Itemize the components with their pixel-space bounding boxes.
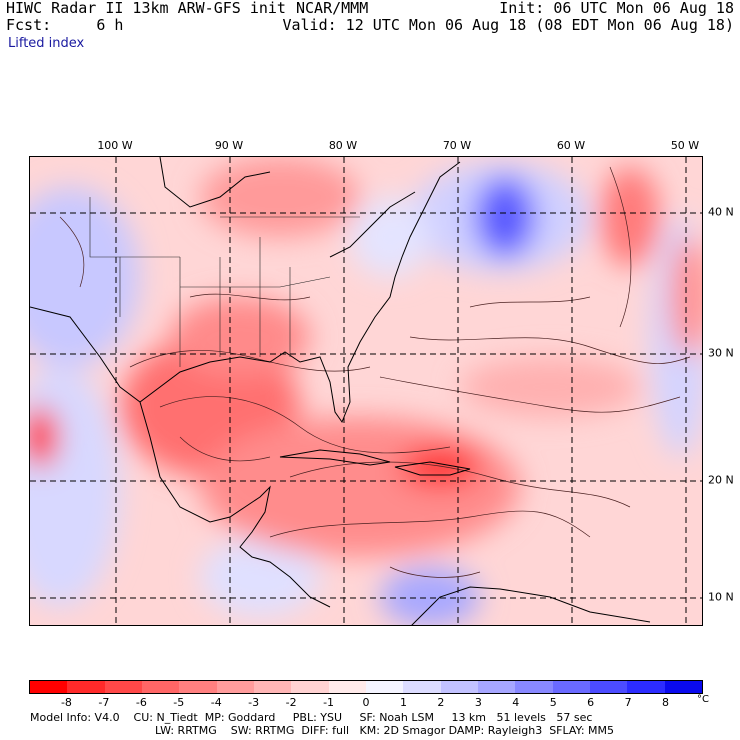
color-scale-swatch (515, 681, 553, 693)
forecast-hours: 6 h (96, 16, 124, 34)
color-scale-swatch (30, 681, 68, 693)
contours (59, 166, 691, 578)
lon-label-80w: 80 W (328, 139, 358, 152)
organization: NCAR/MMM (296, 0, 369, 17)
lon-label-90w: 90 W (214, 139, 244, 152)
color-scale-label: 6 (587, 696, 595, 709)
color-scale-swatch (67, 681, 105, 693)
color-scale-unit: °C (697, 694, 709, 705)
lon-label-70w: 70 W (442, 139, 472, 152)
lat-label-20n: 20 N (708, 473, 734, 487)
init-time: Init: 06 UTC Mon 06 Aug 18 (499, 0, 734, 17)
color-scale-swatch (403, 681, 441, 693)
color-scale-swatch (440, 681, 478, 693)
color-scale-swatch (365, 681, 404, 693)
color-scale-swatch (552, 681, 590, 693)
color-scale-label: -7 (98, 696, 110, 709)
header-right: Init: 06 UTC Mon 06 Aug 18 Valid: 12 UTC… (282, 0, 734, 34)
model-info-line-2: LW: RRTMG SW: RRTMG DIFF: full KM: 2D Sm… (155, 724, 615, 737)
forecast-label: Fcst: (6, 16, 52, 34)
color-scale-swatch (179, 681, 217, 693)
color-scale-label: 8 (662, 696, 670, 709)
color-scale-swatch (328, 681, 366, 693)
color-scale-label: 3 (474, 696, 482, 709)
lon-label-50w: 50 W (670, 139, 700, 152)
color-scale-swatch (141, 681, 180, 693)
lat-label-30n: 30 N (708, 346, 734, 360)
model-title: HIWC Radar II 13km ARW-GFS init (6, 0, 286, 17)
color-scale-swatch (253, 681, 292, 693)
field-name: Lifted index (8, 36, 85, 51)
color-scale-label: 0 (362, 696, 370, 709)
color-scale-swatch (291, 681, 329, 693)
model-info-line-1: Model Info: V4.0 CU: N_Tiedt MP: Goddard… (30, 711, 593, 724)
color-scale-label: 1 (399, 696, 407, 709)
color-scale-label: 7 (624, 696, 632, 709)
color-scale-swatch (216, 681, 254, 693)
color-scale-label: -6 (135, 696, 147, 709)
color-scale-bar (29, 680, 703, 694)
state-borders (89, 197, 360, 367)
color-scale-label: -8 (60, 696, 72, 709)
lon-label-100w: 100 W (97, 139, 133, 152)
coastlines (30, 157, 651, 625)
map-canvas (30, 157, 702, 625)
color-scale-swatch (664, 681, 702, 693)
color-scale-label: 5 (549, 696, 557, 709)
lon-label-60w: 60 W (556, 139, 586, 152)
color-scale-label: -4 (210, 696, 222, 709)
color-scale-swatch (589, 681, 628, 693)
color-scale-label: 4 (512, 696, 520, 709)
color-scale-label: -2 (285, 696, 297, 709)
lat-label-10n: 10 N (708, 590, 734, 604)
color-scale-label: -1 (323, 696, 335, 709)
lat-label-40n: 40 N (708, 205, 734, 219)
color-scale-label: -5 (173, 696, 185, 709)
lat-lon-grid (30, 157, 702, 625)
valid-time: Valid: 12 UTC Mon 06 Aug 18 (08 EDT Mon … (282, 16, 734, 34)
lifted-index-map (29, 156, 703, 626)
color-scale-label: 2 (437, 696, 445, 709)
header-left: HIWC Radar II 13km ARW-GFS init Fcst: 6 … (6, 0, 286, 34)
color-scale-swatch (627, 681, 665, 693)
color-scale-label: -3 (248, 696, 260, 709)
color-scale-swatch (477, 681, 516, 693)
color-scale-swatch (104, 681, 142, 693)
